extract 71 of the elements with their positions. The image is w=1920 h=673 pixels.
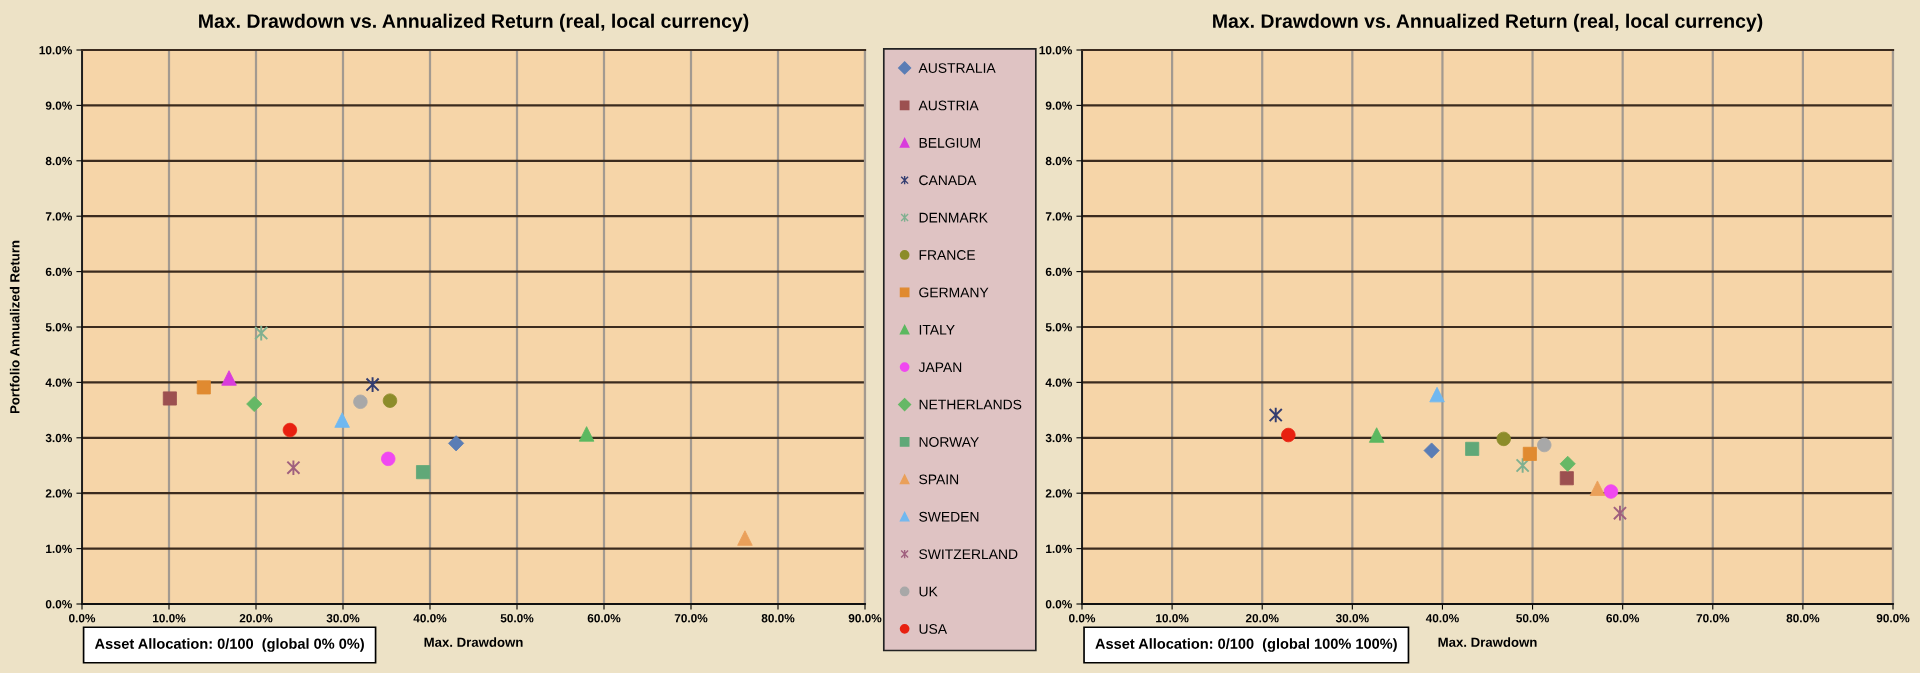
y-tick-label: 4.0%: [1045, 378, 1072, 387]
x-tick-label: 50.0%: [1516, 614, 1549, 623]
y-tick-label: 4.0%: [45, 378, 72, 387]
x-tick-label: 60.0%: [1606, 614, 1640, 623]
x-tick-label: 40.0%: [413, 614, 447, 623]
x-tick-label: 10.0%: [1156, 614, 1189, 623]
x-tick-label: 80.0%: [1786, 614, 1820, 623]
x-axis-title: Max. Drawdown: [1438, 637, 1537, 647]
legend-label: GERMANY: [919, 287, 989, 298]
y-tick-label: 0.0%: [45, 600, 72, 609]
legend-label: DENMARK: [919, 212, 988, 223]
legend-label: SWITZERLAND: [919, 549, 1018, 560]
y-tick-label: 3.0%: [1045, 433, 1072, 443]
y-tick-label: 1.0%: [46, 544, 72, 553]
x-tick-label: 70.0%: [1696, 614, 1730, 623]
y-tick-label: 5.0%: [1045, 323, 1072, 332]
legend-label: UK: [919, 586, 938, 597]
legend-label: FRANCE: [919, 250, 976, 260]
y-tick-label: 8.0%: [45, 156, 72, 166]
y-axis-title: Portfolio Annualized Return: [9, 240, 20, 414]
chart-title: Max. Drawdown vs. Annualized Return (real, local currency): [1213, 13, 1763, 32]
point: [254, 324, 269, 342]
chart-title: Max. Drawdown vs. Annualized Return (real, local currency): [199, 13, 749, 32]
y-tick-label: 6.0%: [45, 267, 72, 276]
x-axis-title: Max. Drawdown: [424, 637, 523, 647]
legend-label: SPAIN: [919, 474, 959, 485]
y-tick-label: 2.0%: [1045, 489, 1072, 498]
y-tick-label: 1.0%: [1046, 544, 1072, 553]
x-tick-label: 90.0%: [1876, 614, 1910, 623]
y-tick-label: 8.0%: [1045, 156, 1072, 166]
point: [365, 376, 380, 393]
x-tick-label: 10.0%: [153, 614, 186, 623]
legend-label: JAPAN: [918, 362, 962, 373]
y-tick-label: 7.0%: [1045, 212, 1072, 221]
x-tick-label: 70.0%: [674, 614, 708, 623]
legend-label: AUSTRALIA: [918, 63, 996, 73]
y-tick-label: 10.0%: [1039, 46, 1072, 55]
x-tick-label: 80.0%: [761, 614, 795, 623]
text: Asset Allocation: 0/100 (global 100% 100%): [1095, 638, 1397, 652]
legend-label: NORWAY: [919, 437, 979, 447]
x-tick-label: 30.0%: [326, 614, 360, 623]
y-tick-label: 0.0%: [1045, 600, 1072, 609]
y-tick-label: 7.0%: [45, 212, 72, 221]
legend-label: BELGIUM: [919, 137, 980, 148]
x-tick-label: 0.0%: [1069, 614, 1096, 623]
legend-label: USA: [919, 624, 948, 634]
text: Asset Allocation: 0/100 (global 0% 0%): [94, 638, 364, 652]
legend-label: ITALY: [919, 325, 955, 335]
point: [1515, 457, 1530, 474]
y-tick-label: 10.0%: [39, 46, 72, 55]
x-tick-label: 50.0%: [500, 614, 534, 623]
y-tick-label: 9.0%: [1045, 101, 1072, 110]
x-tick-label: 20.0%: [239, 614, 273, 623]
x-tick-label: 40.0%: [1425, 614, 1459, 623]
legend-label: AUSTRIA: [918, 100, 979, 111]
point: [1268, 406, 1283, 424]
legend-label: SWEDEN: [919, 511, 979, 522]
x-tick-label: 20.0%: [1245, 614, 1279, 623]
y-tick-label: 6.0%: [1045, 267, 1072, 276]
point: [1612, 504, 1627, 522]
x-tick-label: 90.0%: [848, 614, 882, 623]
y-tick-label: 2.0%: [45, 489, 72, 498]
legend-label: NETHERLANDS: [919, 399, 1022, 410]
legend-label: CANADA: [919, 175, 977, 186]
x-tick-label: 60.0%: [587, 614, 621, 623]
x-tick-label: 30.0%: [1335, 614, 1369, 623]
y-tick-label: 5.0%: [45, 323, 72, 332]
y-tick-label: 9.0%: [45, 101, 72, 110]
y-tick-label: 3.0%: [45, 433, 72, 443]
x-tick-label: 0.0%: [69, 614, 96, 623]
point: [286, 459, 301, 476]
